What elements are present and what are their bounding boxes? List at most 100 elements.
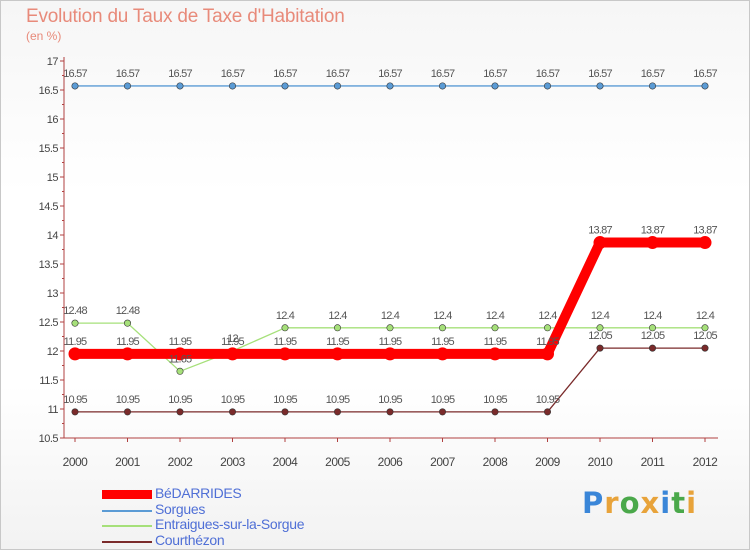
data-label: 13.87 bbox=[588, 225, 612, 237]
data-point bbox=[383, 347, 397, 361]
legend-label: Courthézon bbox=[155, 531, 225, 548]
data-point bbox=[173, 347, 187, 361]
data-label: 12.4 bbox=[538, 310, 557, 322]
data-point bbox=[281, 82, 289, 90]
data-point bbox=[543, 82, 551, 90]
x-tick-label: 2005 bbox=[325, 455, 351, 469]
data-label: 11.95 bbox=[64, 336, 87, 348]
data-point bbox=[488, 347, 502, 361]
data-point bbox=[386, 408, 394, 416]
data-point bbox=[698, 236, 712, 250]
chart-unit-label: (en %) bbox=[26, 29, 62, 43]
data-label: 13.87 bbox=[693, 225, 717, 237]
y-tick-label: 15 bbox=[47, 172, 59, 184]
data-point bbox=[71, 319, 79, 327]
x-tick-label: 2010 bbox=[588, 455, 614, 469]
chart-title: Evolution du Taux de Taxe d'Habitation bbox=[26, 6, 345, 27]
data-point bbox=[543, 324, 551, 332]
data-label: 10.95 bbox=[431, 394, 455, 406]
data-label: 12.48 bbox=[116, 305, 140, 317]
x-tick-label: 2008 bbox=[483, 455, 509, 469]
data-label: 11.95 bbox=[274, 336, 297, 348]
data-label: 11.95 bbox=[221, 336, 244, 348]
y-tick-label: 16 bbox=[47, 114, 59, 126]
data-point bbox=[124, 82, 132, 90]
data-point bbox=[648, 82, 656, 90]
data-point bbox=[71, 82, 79, 90]
y-tick-label: 17 bbox=[47, 56, 59, 68]
data-label: 16.57 bbox=[431, 68, 455, 80]
y-tick-label: 12.5 bbox=[39, 317, 59, 329]
data-label: 11.95 bbox=[484, 336, 507, 348]
data-label: 16.57 bbox=[483, 68, 507, 80]
data-label: 16.57 bbox=[693, 68, 717, 80]
data-point bbox=[596, 344, 604, 352]
data-label: 10.95 bbox=[221, 394, 245, 406]
data-point bbox=[71, 408, 79, 416]
y-tick-label: 13.5 bbox=[39, 259, 59, 271]
data-label: 16.57 bbox=[588, 68, 612, 80]
data-point bbox=[438, 324, 446, 332]
data-label: 12.4 bbox=[696, 310, 715, 322]
data-label: 11.95 bbox=[431, 336, 454, 348]
x-tick-label: 2007 bbox=[430, 455, 456, 469]
data-label: 10.95 bbox=[536, 394, 560, 406]
data-label: 11.95 bbox=[536, 336, 559, 348]
x-tick-label: 2000 bbox=[63, 455, 89, 469]
data-point bbox=[176, 408, 184, 416]
data-point bbox=[333, 82, 341, 90]
data-point bbox=[278, 347, 292, 361]
data-label: 13.87 bbox=[641, 225, 665, 237]
data-point bbox=[436, 347, 449, 361]
data-point bbox=[331, 347, 344, 361]
data-label: 12.05 bbox=[588, 330, 612, 342]
data-label: 12 bbox=[227, 333, 238, 345]
data-point bbox=[701, 82, 709, 90]
y-tick-label: 11.5 bbox=[39, 375, 58, 387]
data-point bbox=[491, 82, 499, 90]
data-point bbox=[491, 324, 499, 332]
data-label: 16.57 bbox=[326, 68, 350, 80]
data-label: 16.57 bbox=[378, 68, 402, 80]
data-point bbox=[176, 82, 184, 90]
y-tick-label: 14 bbox=[47, 230, 59, 242]
data-point bbox=[281, 324, 289, 332]
data-point bbox=[229, 408, 237, 416]
y-tick-label: 10.5 bbox=[39, 433, 59, 445]
data-label: 10.95 bbox=[378, 394, 402, 406]
data-label: 16.57 bbox=[536, 68, 560, 80]
data-label: 12.4 bbox=[591, 310, 610, 322]
data-label: 12.4 bbox=[381, 310, 400, 322]
y-tick-label: 15.5 bbox=[39, 143, 59, 155]
data-point bbox=[438, 82, 446, 90]
data-point bbox=[176, 367, 184, 375]
data-point bbox=[543, 408, 551, 416]
data-label: 10.95 bbox=[168, 394, 192, 406]
data-label: 10.95 bbox=[63, 394, 87, 406]
data-label: 16.57 bbox=[168, 68, 192, 80]
data-point bbox=[596, 82, 604, 90]
data-point bbox=[124, 319, 132, 327]
legend-swatch bbox=[102, 540, 152, 543]
y-tick-label: 12 bbox=[47, 346, 59, 358]
x-tick-label: 2009 bbox=[535, 455, 561, 469]
data-label: 11.95 bbox=[326, 336, 349, 348]
y-tick-label: 13 bbox=[47, 288, 59, 300]
data-label: 11.65 bbox=[169, 353, 192, 365]
data-point bbox=[593, 236, 607, 250]
legend-swatch bbox=[102, 490, 152, 499]
data-label: 12.4 bbox=[643, 310, 662, 322]
data-label: 16.57 bbox=[221, 68, 245, 80]
legend-swatch bbox=[102, 509, 152, 512]
data-point bbox=[648, 344, 656, 352]
data-point bbox=[333, 324, 341, 332]
data-label: 11.95 bbox=[169, 336, 192, 348]
data-label: 10.95 bbox=[116, 394, 140, 406]
data-point bbox=[229, 82, 237, 90]
data-label: 16.57 bbox=[641, 68, 665, 80]
data-point bbox=[491, 408, 499, 416]
data-point bbox=[648, 324, 656, 332]
data-point bbox=[121, 347, 134, 361]
legend-swatch bbox=[102, 525, 152, 527]
